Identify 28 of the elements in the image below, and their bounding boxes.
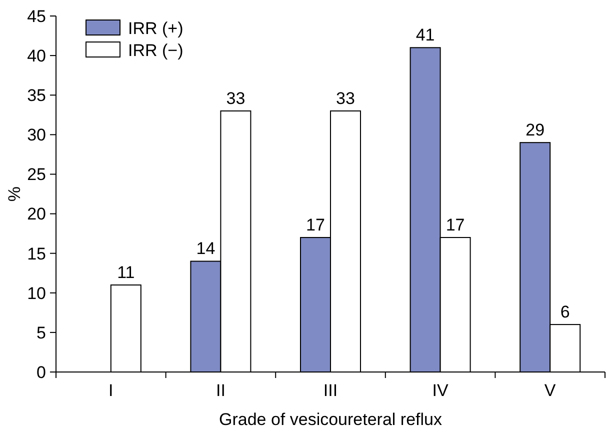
x-tick-label: II [216,381,226,400]
data-label: 17 [446,216,465,235]
y-axis-title: % [5,186,24,202]
y-tick-label: 30 [27,126,46,145]
y-tick-label: 0 [36,362,46,382]
y-tick-label: 15 [27,244,46,264]
legend-label: IRR (+) [128,18,184,38]
y-tick-label: 5 [36,323,46,342]
y-tick-label: 20 [27,204,46,224]
data-label: 6 [560,302,570,322]
x-tick-label: V [544,381,556,400]
y-tick-label: 35 [27,86,46,106]
y-tick-label: 10 [27,284,46,303]
x-tick-label: I [108,381,114,400]
data-label: 41 [416,26,435,45]
y-tick-label: 40 [27,46,46,66]
data-label: 14 [196,239,216,258]
y-tick-label: 45 [27,6,46,26]
x-tick-label: III [323,381,338,400]
data-label: 33 [336,88,355,108]
data-label: 11 [117,262,135,282]
data-label: 17 [306,216,325,235]
data-label: 29 [526,120,545,140]
legend-label: IRR (−) [128,40,184,60]
data-label: 33 [226,88,246,108]
x-axis-title: Grade of vesicoureteral reflux [219,410,442,429]
x-tick-label: IV [432,381,449,400]
y-tick-label: 25 [27,165,46,184]
